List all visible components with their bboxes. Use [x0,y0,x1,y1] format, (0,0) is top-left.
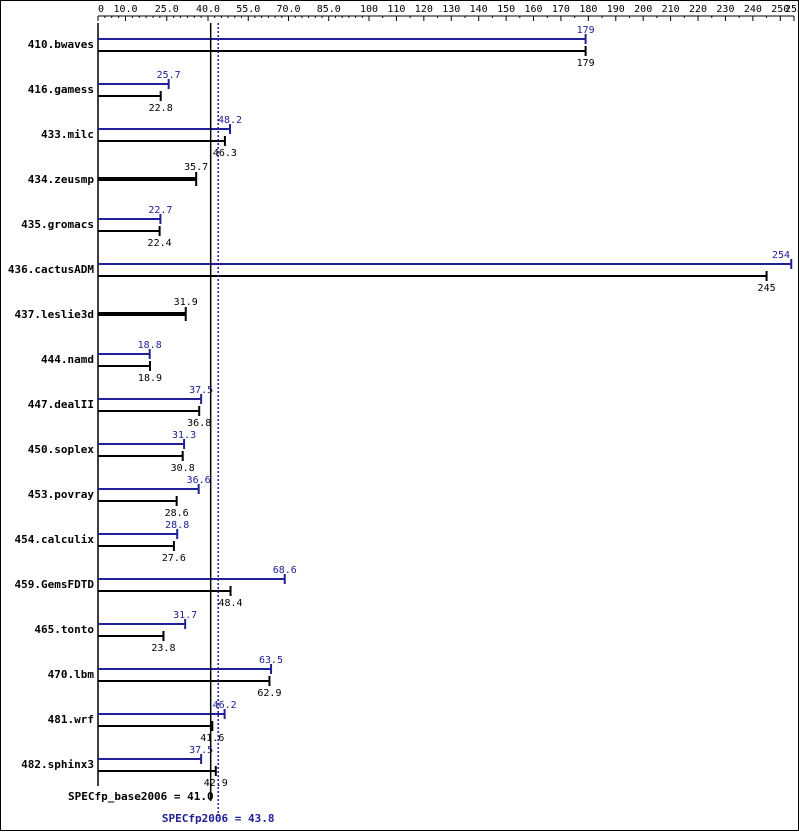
peak-value-label: 31.7 [173,610,197,621]
base-value-label: 62.9 [257,688,281,699]
benchmark-group: 434.zeusmp 35.7 [28,162,208,186]
base-value-label: 42.9 [204,778,228,789]
base-value-label: 35.7 [184,162,208,173]
peak-value-label: 63.5 [259,655,283,666]
base-value-label: 28.6 [165,508,189,519]
benchmark-group: 454.calculix 28.8 27.6 [15,520,190,564]
base-value-label: 23.8 [151,643,175,654]
x-tick-label: 140 [470,4,488,15]
base-value-label: 22.4 [148,238,172,249]
benchmark-label: 465.tonto [34,623,94,636]
benchmark-label: 435.gromacs [21,218,94,231]
x-tick-label: 85.0 [317,4,341,15]
base-value-label: 30.8 [171,463,195,474]
benchmark-group: 435.gromacs 22.7 22.4 [21,205,172,249]
peak-value-label: 37.5 [189,745,213,756]
benchmark-label: 437.leslie3d [15,308,94,321]
benchmark-label: 481.wrf [48,713,94,726]
benchmark-group: 433.milc 48.2 46.3 [41,115,242,159]
x-tick-label: 110 [387,4,405,15]
x-tick-label: 70.0 [276,4,300,15]
x-tick-label: 25.0 [155,4,179,15]
peak-value-label: 22.7 [148,205,172,216]
peak-value-label: 18.8 [138,340,162,351]
benchmark-group: 444.namd 18.8 18.9 [41,340,162,384]
benchmark-group: 470.lbm 63.5 62.9 [48,655,283,699]
benchmark-group: 436.cactusADM 254 245 [8,250,793,294]
base-value-label: 245 [758,283,776,294]
peak-value-label: 179 [577,25,595,36]
x-tick-label: 150 [497,4,515,15]
peak-value-label: 25.7 [157,70,181,81]
benchmark-label: 447.dealII [28,398,94,411]
base-value-label: 31.9 [174,297,198,308]
benchmark-label: 410.bwaves [28,38,94,51]
x-tick-label: 190 [607,4,625,15]
base-value-label: 41.6 [200,733,224,744]
x-tick-label: 230 [716,4,734,15]
benchmark-group: 437.leslie3d 31.9 [15,297,198,321]
x-tick-label: 255 [785,4,798,15]
reference-line-label: SPECfp2006 = 43.8 [162,812,275,825]
benchmark-group: 459.GemsFDTD 68.6 48.4 [15,565,297,609]
benchmark-label: 444.namd [41,353,94,366]
benchmark-group: 410.bwaves 179 179 [28,25,595,69]
benchmark-label: 416.gamess [28,83,94,96]
x-tick-label: 220 [689,4,707,15]
benchmark-label: 459.GemsFDTD [15,578,95,591]
x-tick-label: 160 [524,4,542,15]
peak-value-label: 46.2 [213,700,237,711]
benchmark-group: 482.sphinx3 37.5 42.9 [21,745,228,789]
benchmark-label: 434.zeusmp [28,173,95,186]
benchmark-label: 482.sphinx3 [21,758,94,771]
benchmark-label: 454.calculix [15,533,95,546]
bar-groups: 410.bwaves179179416.gamess25.722.8433.mi… [8,25,793,789]
peak-value-label: 68.6 [273,565,297,576]
x-tick-label: 55.0 [236,4,260,15]
x-tick-label: 200 [634,4,652,15]
benchmark-group: 465.tonto 31.7 23.8 [34,610,197,654]
base-value-label: 46.3 [213,148,237,159]
x-tick-label: 100 [360,4,378,15]
x-tick-label: 170 [552,4,570,15]
base-value-label: 36.8 [187,418,211,429]
reference-line-label: SPECfp_base2006 = 41.0 [68,790,214,803]
peak-value-label: 36.6 [187,475,211,486]
benchmark-label: 453.povray [28,488,95,501]
benchmark-group: 450.soplex 31.3 30.8 [28,430,196,474]
x-tick-label: 130 [442,4,460,15]
peak-value-label: 254 [772,250,790,261]
base-value-label: 22.8 [149,103,173,114]
peak-value-label: 31.3 [172,430,196,441]
x-tick-label: 240 [744,4,762,15]
benchmark-group: 447.dealII 37.5 36.8 [28,385,213,429]
base-value-label: 48.4 [218,598,242,609]
x-tick-label: 180 [579,4,597,15]
x-axis: 0 10.0 25.0 40.0 55.0 70.0 85.0 100 110 120 130 140… [97,4,799,786]
x-tick-label: 10.0 [113,4,137,15]
x-tick-label: 40.0 [196,4,220,15]
x-tick-label: 210 [662,4,680,15]
benchmark-group: 481.wrf 46.2 41.6 [48,700,237,744]
base-value-label: 27.6 [162,553,186,564]
benchmark-label: 436.cactusADM [8,263,94,276]
base-value-label: 18.9 [138,373,162,384]
peak-value-label: 48.2 [218,115,242,126]
x-tick-label: 0 [98,4,104,15]
benchmark-label: 450.soplex [28,443,95,456]
x-tick-label: 120 [415,4,433,15]
peak-value-label: 28.8 [165,520,189,531]
base-value-label: 179 [577,58,595,69]
benchmark-group: 453.povray 36.6 28.6 [28,475,211,519]
benchmark-label: 433.milc [41,128,94,141]
reference-lines: SPECfp_base2006 = 41.0 SPECfp2006 = 43.8 [68,23,275,825]
x-tick-label: 250 [771,4,789,15]
peak-value-label: 37.5 [189,385,213,396]
benchmark-group: 416.gamess 25.7 22.8 [28,70,181,114]
benchmark-label: 470.lbm [48,668,95,681]
